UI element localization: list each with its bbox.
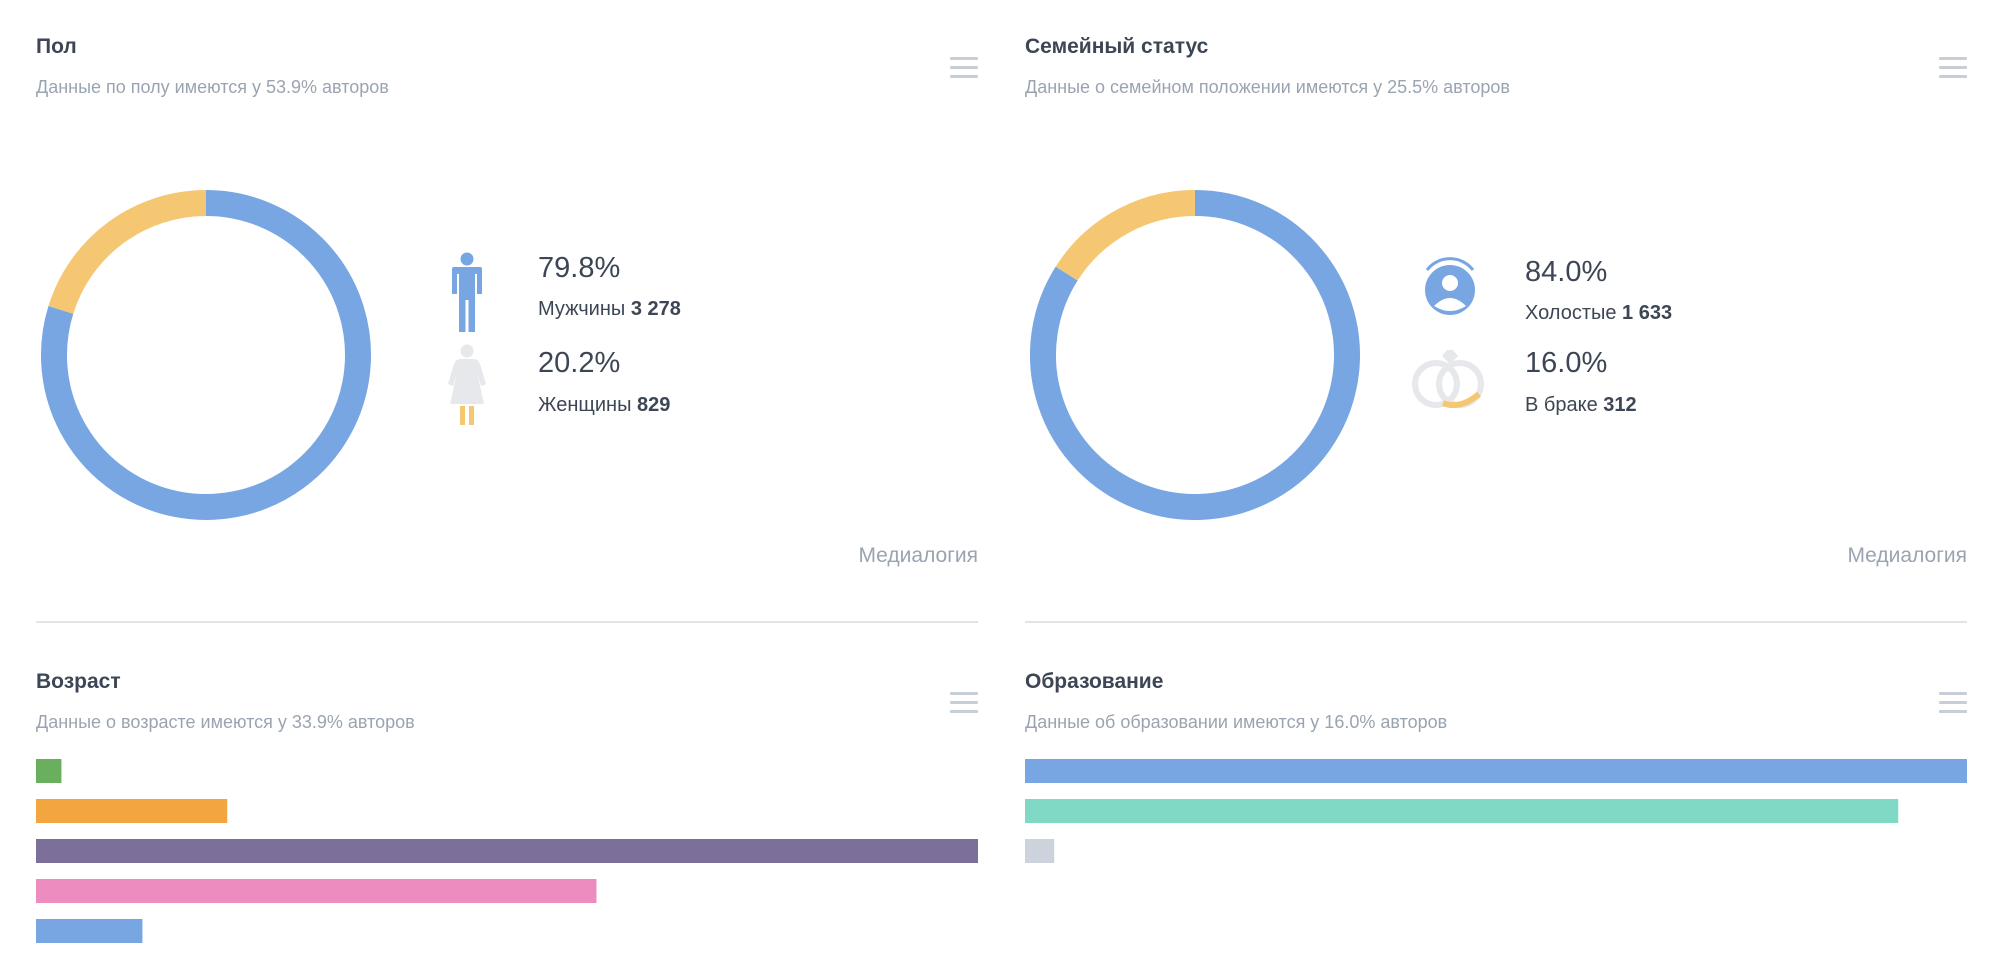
age-bar-2[interactable]: [36, 839, 978, 863]
single-person-icon: [1425, 257, 1475, 315]
female-count: 829: [637, 394, 671, 416]
single-count: 1 633: [1622, 302, 1673, 324]
panel-subtitle: Данные о семейном положении имеются у 25…: [1025, 77, 1510, 97]
credit-label: Медиалогия: [858, 544, 978, 567]
panel-title: Пол: [36, 35, 77, 58]
age-bar-4[interactable]: [36, 919, 143, 943]
male-count: 3 278: [630, 298, 681, 320]
single-label: Холостые: [1525, 302, 1617, 324]
gender-panel: Пол Данные по полу имеются у 53.9% автор…: [36, 30, 978, 630]
marital-slice-1[interactable]: [1055, 190, 1196, 281]
age-bar-0[interactable]: [36, 759, 62, 783]
wedding-rings-icon: [1412, 350, 1484, 409]
panel-title: Образование: [1025, 670, 1164, 693]
age-bar-chart: [36, 759, 978, 943]
age-panel: Возраст Данные о возрасте имеются у 33.9…: [36, 665, 978, 948]
panel-subtitle: Данные по полу имеются у 53.9% авторов: [36, 77, 389, 97]
female-label-row: Женщины 829: [538, 394, 670, 417]
single-percent: 84.0%: [1525, 256, 1608, 288]
female-percent: 20.2%: [538, 347, 621, 379]
credit-label: Медиалогия: [1847, 544, 1967, 567]
hamburger-menu-icon[interactable]: [1939, 692, 1967, 714]
marital-panel: Семейный статус Данные о семейном положе…: [1025, 30, 1967, 630]
married-label-row: В браке 312: [1525, 394, 1637, 417]
female-figure-icon: [448, 344, 486, 425]
gender-donut-chart: [41, 190, 371, 520]
education-panel: Образование Данные об образовании имеютс…: [1025, 665, 1967, 948]
gender-slice-0[interactable]: [41, 190, 371, 520]
section-divider: [36, 621, 978, 623]
single-label-row: Холостые 1 633: [1525, 302, 1672, 325]
panel-title: Семейный статус: [1025, 35, 1209, 58]
married-count: 312: [1603, 394, 1637, 416]
male-figure-icon: [452, 252, 482, 332]
gender-slice-1[interactable]: [48, 190, 207, 314]
education-bar-2[interactable]: [1025, 839, 1055, 863]
marital-donut-chart: [1030, 190, 1360, 520]
panel-subtitle: Данные о возрасте имеются у 33.9% авторо…: [36, 712, 415, 732]
education-bar-0[interactable]: [1025, 759, 1967, 783]
hamburger-menu-icon[interactable]: [950, 57, 978, 79]
male-label-row: Мужчины 3 278: [538, 298, 681, 321]
age-bar-3[interactable]: [36, 879, 597, 903]
hamburger-menu-icon[interactable]: [1939, 57, 1967, 79]
panel-subtitle: Данные об образовании имеются у 16.0% ав…: [1025, 712, 1448, 732]
education-bar-1[interactable]: [1025, 799, 1899, 823]
male-label: Мужчины: [538, 298, 626, 320]
section-divider: [1025, 621, 1967, 623]
hamburger-menu-icon[interactable]: [950, 692, 978, 714]
male-percent: 79.8%: [538, 252, 621, 284]
education-bar-chart: [1025, 759, 1967, 863]
married-percent: 16.0%: [1525, 347, 1608, 379]
female-label: Женщины: [538, 394, 632, 416]
married-label: В браке: [1525, 394, 1598, 416]
panel-title: Возраст: [36, 670, 121, 693]
marital-slice-0[interactable]: [1030, 190, 1360, 520]
age-bar-1[interactable]: [36, 799, 228, 823]
